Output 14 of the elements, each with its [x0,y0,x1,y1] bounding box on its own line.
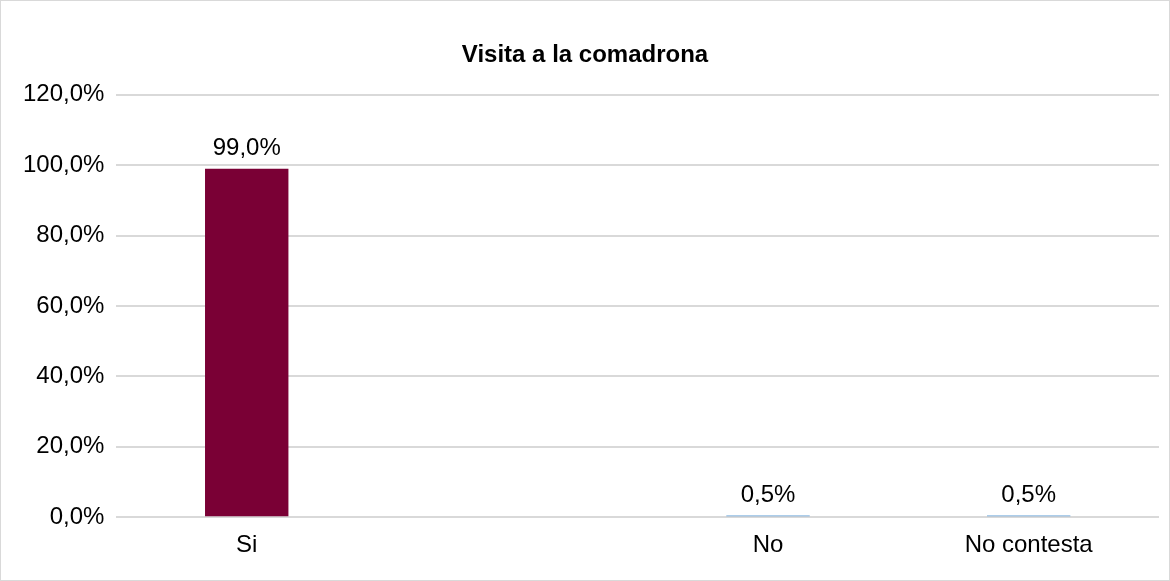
y-tick-label: 60,0% [36,290,105,318]
y-tick-label: 120,0% [22,79,105,107]
y-tick-label: 80,0% [36,220,105,248]
x-tick-label: No contesta [964,530,1094,558]
x-tick-label: No [752,530,784,558]
chart-title: Visita a la comadrona [461,40,709,68]
data-label: 0,5% [1001,480,1057,508]
y-tick-label: 20,0% [36,431,105,459]
y-tick-label: 100,0% [22,149,105,177]
x-tick-label: Si [236,530,258,558]
data-label: 99,0% [212,133,281,161]
y-tick-label: 40,0% [36,361,105,389]
data-label: 0,5% [740,480,796,508]
y-tick-label: 0,0% [49,501,105,529]
